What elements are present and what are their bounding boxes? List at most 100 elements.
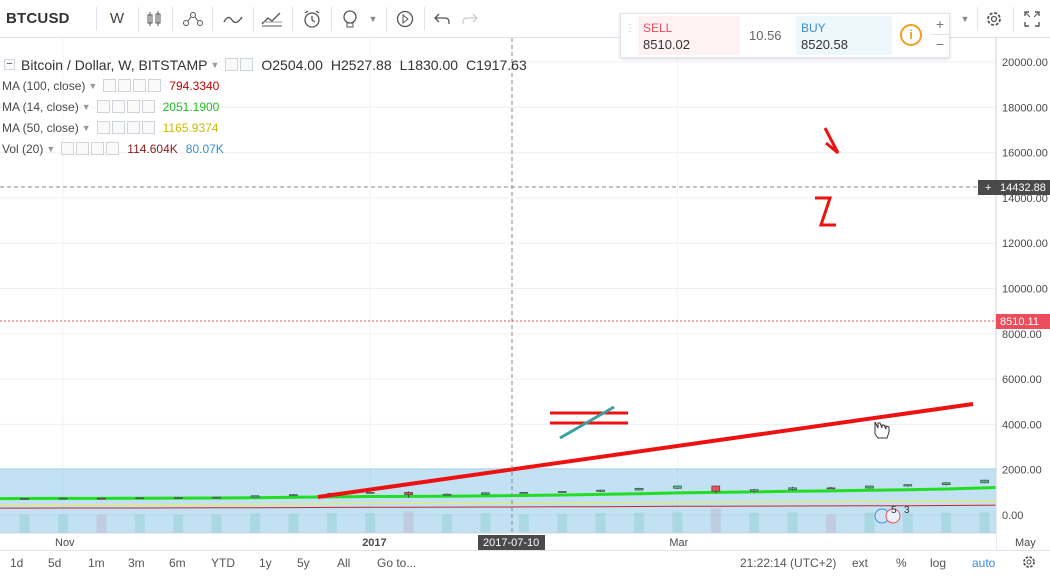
remove-icon[interactable] bbox=[141, 121, 155, 134]
price-axis[interactable] bbox=[996, 38, 1050, 550]
symbol-search-button[interactable]: BTCUSD bbox=[6, 10, 70, 27]
range-1d-button[interactable]: 1d bbox=[10, 556, 24, 570]
range-ytd-button[interactable]: YTD bbox=[211, 556, 235, 570]
collapse-legend-icon[interactable]: − bbox=[4, 59, 15, 70]
volume-bar bbox=[403, 511, 414, 533]
remove-icon[interactable] bbox=[141, 100, 155, 113]
extended-hours-toggle[interactable]: ext bbox=[852, 556, 869, 570]
candle-body bbox=[596, 489, 605, 492]
earnings-flag-icon[interactable] bbox=[885, 508, 901, 524]
price-tick-label: 12000.00 bbox=[1002, 238, 1048, 250]
toolbar-divider bbox=[172, 7, 173, 31]
legend-indicator-ma50[interactable]: MA (50, close) ▼ 1165.9374 bbox=[2, 117, 527, 138]
indicators-icon[interactable] bbox=[180, 0, 206, 37]
info-icon[interactable]: i bbox=[900, 24, 922, 46]
range-6m-button[interactable]: 6m bbox=[169, 556, 186, 570]
price-chart[interactable]: 20000.00 18000.00 16000.00 14000.00 12000.00… bbox=[0, 38, 1050, 550]
price-tick-label: 2000.00 bbox=[1002, 465, 1042, 477]
sell-label: SELL bbox=[643, 21, 673, 35]
settings-icon[interactable] bbox=[76, 142, 90, 155]
toolbar-divider bbox=[424, 7, 425, 31]
visibility-icon[interactable] bbox=[96, 100, 110, 113]
chevron-down-icon[interactable]: ▼ bbox=[88, 80, 98, 91]
range-all-button[interactable]: All bbox=[337, 556, 351, 570]
indicator-value: 114.604K bbox=[127, 141, 178, 156]
auto-scale-toggle[interactable]: auto bbox=[972, 556, 996, 570]
settings-icon[interactable] bbox=[1021, 554, 1037, 573]
interval-button[interactable]: W bbox=[109, 10, 125, 27]
candle-body bbox=[711, 485, 721, 492]
goto-date-button[interactable]: Go to... bbox=[377, 556, 417, 570]
visibility-icon[interactable] bbox=[96, 121, 110, 134]
candle-body bbox=[865, 485, 874, 489]
legend-indicator-ma100[interactable]: MA (100, close) ▼ 794.3340 bbox=[2, 75, 527, 96]
drag-handle-icon[interactable]: ⋮⋮ bbox=[625, 23, 645, 34]
volume-bar bbox=[672, 512, 683, 533]
plus-button[interactable]: + bbox=[931, 16, 949, 35]
line-tool-icon[interactable] bbox=[220, 0, 246, 37]
range-3m-button[interactable]: 3m bbox=[128, 556, 145, 570]
crosshair-price-label: 14432.88 bbox=[1000, 182, 1046, 194]
candle-body bbox=[673, 485, 682, 489]
hand-cursor-icon bbox=[874, 421, 890, 439]
remove-icon[interactable] bbox=[106, 142, 120, 155]
fullscreen-icon[interactable] bbox=[1019, 0, 1045, 37]
sell-button[interactable]: SELL 8510.02 bbox=[638, 16, 740, 55]
alert-icon[interactable] bbox=[299, 0, 325, 37]
fib-tool-icon[interactable] bbox=[259, 0, 285, 37]
visibility-icon[interactable] bbox=[103, 79, 117, 92]
settings-icon[interactable] bbox=[111, 100, 125, 113]
chevron-down-icon[interactable]: ▼ bbox=[368, 13, 378, 24]
legend-main-series[interactable]: − Bitcoin / Dollar, W, BITSTAMP ▼ O 2504.… bbox=[2, 54, 527, 75]
candle-body bbox=[404, 492, 413, 495]
candle-body bbox=[135, 497, 145, 500]
log-scale-toggle[interactable]: log bbox=[930, 556, 947, 570]
chevron-down-icon[interactable]: ▼ bbox=[46, 143, 56, 154]
remove-icon[interactable] bbox=[148, 79, 162, 92]
range-1y-button[interactable]: 1y bbox=[259, 556, 272, 570]
undo-icon[interactable] bbox=[430, 0, 454, 37]
candle-body bbox=[250, 495, 260, 498]
minus-button[interactable]: − bbox=[935, 36, 945, 52]
range-5d-button[interactable]: 5d bbox=[48, 556, 62, 570]
redo-icon[interactable] bbox=[458, 0, 482, 37]
candle-body bbox=[20, 498, 29, 500]
toolbar-divider bbox=[212, 7, 213, 31]
volume-bar bbox=[826, 514, 836, 533]
volume-bar bbox=[288, 513, 299, 533]
crosshair-price-marker bbox=[978, 180, 1050, 195]
chart-pane[interactable] bbox=[0, 38, 996, 550]
volume-bar bbox=[442, 514, 452, 533]
series-visibility-icon[interactable] bbox=[225, 58, 239, 71]
chevron-down-icon[interactable]: ▼ bbox=[960, 13, 970, 24]
idea-icon[interactable] bbox=[338, 0, 362, 37]
candle-body bbox=[58, 497, 68, 500]
add-icon[interactable] bbox=[126, 121, 140, 134]
legend-indicator-volume[interactable]: Vol (20) ▼ 114.604K 80.07K bbox=[2, 138, 527, 159]
series-settings-icon[interactable] bbox=[240, 58, 254, 71]
visibility-icon[interactable] bbox=[61, 142, 75, 155]
ohlc-low-label: L bbox=[399, 56, 408, 73]
chevron-down-icon[interactable]: ▼ bbox=[210, 59, 220, 70]
trading-widget: ⋮⋮ SELL 8510.02 10.56 BUY 8520.58 i + − bbox=[620, 13, 950, 58]
ma50-line bbox=[0, 499, 1050, 506]
price-tick-label: 18000.00 bbox=[1002, 102, 1048, 114]
chevron-down-icon[interactable]: ▼ bbox=[81, 122, 91, 133]
candle-body bbox=[519, 492, 529, 494]
add-icon[interactable] bbox=[133, 79, 147, 92]
replay-icon[interactable] bbox=[392, 0, 418, 37]
add-icon[interactable] bbox=[126, 100, 140, 113]
settings-icon[interactable] bbox=[118, 79, 132, 92]
legend-indicator-ma14[interactable]: MA (14, close) ▼ 2051.1900 bbox=[2, 96, 527, 117]
buy-button[interactable]: BUY 8520.58 bbox=[796, 16, 892, 55]
volume-bar bbox=[941, 512, 952, 533]
range-1m-button[interactable]: 1m bbox=[88, 556, 105, 570]
percent-scale-toggle[interactable]: % bbox=[896, 556, 907, 570]
settings-icon[interactable] bbox=[111, 121, 125, 134]
candles-icon[interactable] bbox=[142, 0, 166, 37]
settings-icon[interactable] bbox=[981, 0, 1007, 37]
add-icon[interactable] bbox=[91, 142, 105, 155]
range-5y-button[interactable]: 5y bbox=[297, 556, 310, 570]
chevron-down-icon[interactable]: ▼ bbox=[81, 101, 91, 112]
volume-bar bbox=[634, 512, 644, 533]
